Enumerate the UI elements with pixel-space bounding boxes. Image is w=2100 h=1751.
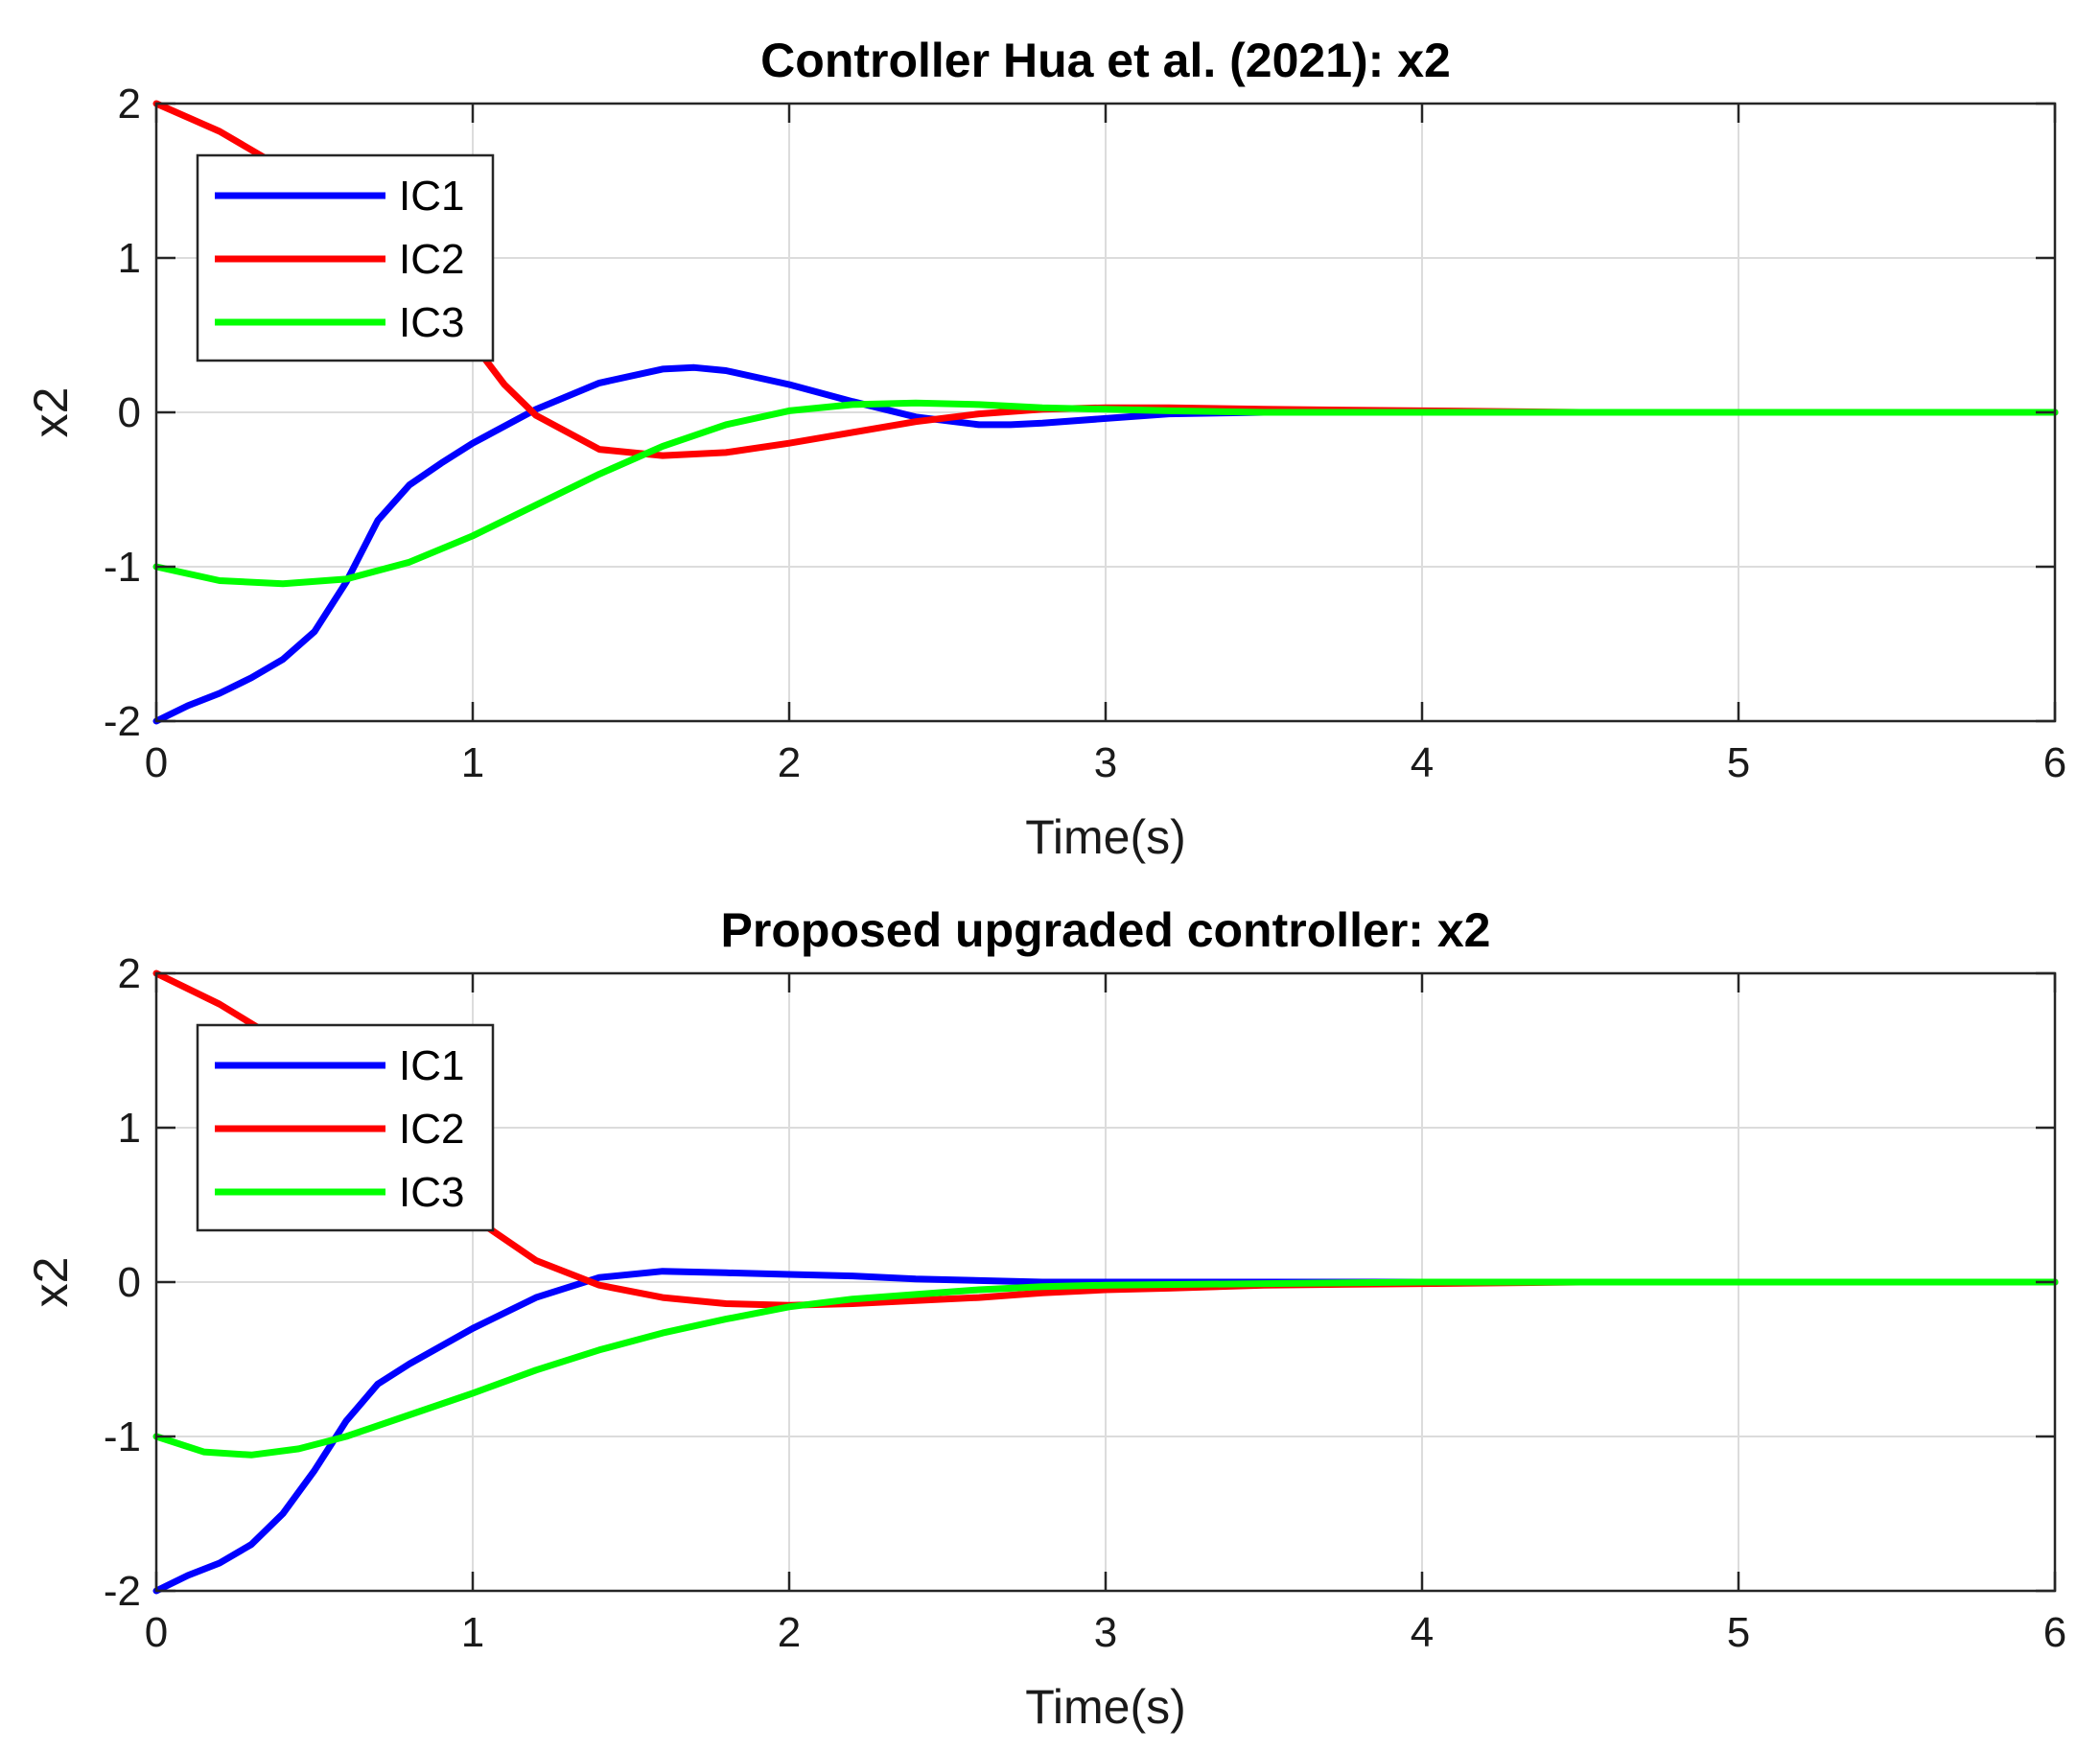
legend-label-ic3: IC3 [399, 1169, 464, 1216]
x-tick-label: 6 [2043, 1609, 2066, 1656]
x-tick-label: 6 [2043, 739, 2066, 786]
y-tick-label: 1 [118, 1105, 141, 1152]
y-axis-label: x2 [24, 387, 78, 438]
legend-label-ic1: IC1 [399, 1042, 464, 1089]
subplot-2: 0 1 2 3 4 5 6 -2 -1 0 1 2 Proposed upgraded controll… [24, 903, 2066, 1734]
x-tick-label: 2 [778, 1609, 801, 1656]
x-tick-label: 1 [461, 1609, 484, 1656]
ticks: 0 1 2 3 4 5 6 -2 -1 0 1 2 [104, 81, 2066, 786]
ticks: 0 1 2 3 4 5 6 -2 -1 0 1 2 [104, 950, 2066, 1656]
y-tick-label: 0 [118, 1259, 141, 1306]
x-tick-label: 2 [778, 739, 801, 786]
x-tick-label: 4 [1411, 1609, 1434, 1656]
y-axis-label: x2 [24, 1257, 78, 1308]
x-tick-label: 5 [1727, 1609, 1750, 1656]
x-tick-label: 5 [1727, 739, 1750, 786]
x-tick-label: 3 [1094, 1609, 1117, 1656]
y-tick-label: -1 [104, 544, 141, 591]
series-line-ic3 [152, 399, 2059, 588]
y-tick-label: -1 [104, 1413, 141, 1460]
legend-label-ic2: IC2 [399, 236, 464, 283]
legend-label-ic1: IC1 [399, 173, 464, 220]
x-tick-label: 1 [461, 739, 484, 786]
legend-label-ic2: IC2 [399, 1106, 464, 1153]
y-tick-label: -2 [104, 698, 141, 745]
y-tick-label: 2 [118, 81, 141, 128]
legend: IC1 IC2 IC3 [196, 153, 495, 362]
y-tick-label: 1 [118, 235, 141, 282]
y-tick-label: -2 [104, 1568, 141, 1615]
x-axis-label: Time(s) [1025, 1680, 1186, 1734]
x-tick-label: 0 [145, 1609, 168, 1656]
legend-label-ic3: IC3 [399, 299, 464, 346]
legend: IC1 IC2 IC3 [196, 1023, 495, 1232]
y-tick-label: 0 [118, 389, 141, 436]
x-tick-label: 0 [145, 739, 168, 786]
x-tick-label: 3 [1094, 739, 1117, 786]
chart-title: Proposed upgraded controller: x2 [721, 903, 1491, 957]
subplot-1: 0 1 2 3 4 5 6 -2 -1 0 1 2 Controller Hua et al. (202… [24, 34, 2066, 864]
chart-title: Controller Hua et al. (2021): x2 [760, 34, 1451, 87]
y-tick-label: 2 [118, 950, 141, 997]
x-axis-label: Time(s) [1025, 810, 1186, 864]
series-line-ic3 [152, 1278, 2059, 1459]
x-tick-label: 4 [1411, 739, 1434, 786]
